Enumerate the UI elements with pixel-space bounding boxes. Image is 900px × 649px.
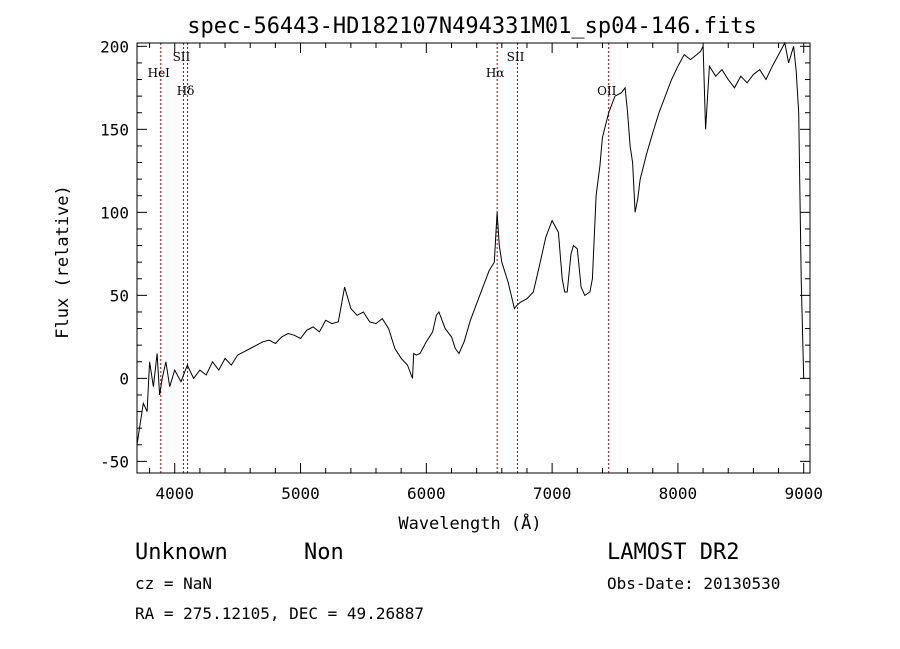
spectral-line-label: Hα xyxy=(486,66,505,80)
observation-date: Obs-Date: 20130530 xyxy=(607,574,780,593)
x-tick-label: 4000 xyxy=(155,484,194,503)
spectral-line-label: Hδ xyxy=(177,84,195,98)
chart-title: spec-56443-HD182107N494331M01_sp04-146.f… xyxy=(187,14,757,39)
y-tick-label: 100 xyxy=(100,203,129,222)
y-tick-label: 200 xyxy=(100,37,129,56)
x-tick-label: 8000 xyxy=(659,484,698,503)
plot-frame xyxy=(136,42,811,474)
x-tick-label: 5000 xyxy=(281,484,320,503)
y-tick-label: -50 xyxy=(100,452,129,471)
survey-name: LAMOST DR2 xyxy=(607,540,739,565)
spectral-line-label: SII xyxy=(173,50,191,64)
y-tick-label: 150 xyxy=(100,120,129,139)
y-tick-label: 50 xyxy=(110,286,129,305)
spectral-line-label: HeI xyxy=(148,66,171,80)
spectral-line-label: SII xyxy=(507,50,525,64)
redshift-cz: cz = NaN xyxy=(135,574,212,593)
axis-ticks: 4000 5000 6000 7000 8000 9000 -50 0 50 100 150 200 xyxy=(100,37,823,503)
spectrum-line xyxy=(136,41,805,445)
x-tick-label: 6000 xyxy=(407,484,446,503)
y-axis-label: Flux (relative) xyxy=(53,185,73,339)
x-tick-label: 9000 xyxy=(784,484,823,503)
ra-dec-coordinates: RA = 275.12105, DEC = 49.26887 xyxy=(135,604,424,623)
x-tick-label: 7000 xyxy=(533,484,572,503)
x-axis-label: Wavelength (Å) xyxy=(398,512,541,534)
y-tick-label: 0 xyxy=(119,369,129,388)
spectral-line-label: OII xyxy=(597,84,617,98)
object-subclass: Non xyxy=(304,540,344,565)
object-class: Unknown xyxy=(135,540,228,565)
